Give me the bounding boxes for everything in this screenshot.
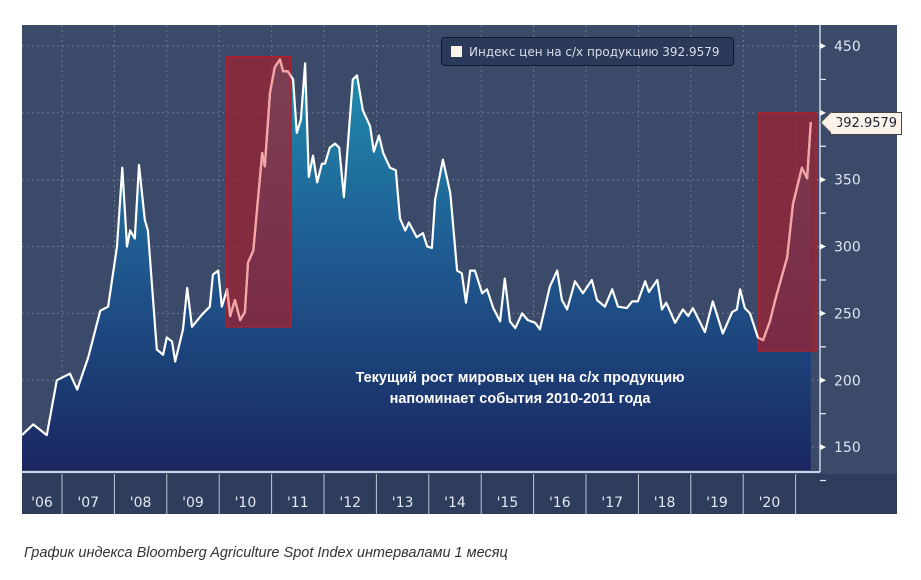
x-tick-label: '18	[654, 495, 676, 511]
legend: Индекс цен на с/х продукцию 392.9579	[441, 37, 734, 66]
x-tick-label: '06	[31, 495, 53, 511]
x-tick-label: '19	[706, 495, 728, 511]
x-tick-label: '15	[497, 495, 519, 511]
legend-swatch-icon	[451, 46, 462, 57]
legend-label: Индекс цен на с/х продукцию 392.9579	[469, 44, 720, 59]
x-tick-label: '12	[339, 495, 361, 511]
y-tick-label: 450	[834, 39, 861, 55]
chart-caption: График индекса Bloomberg Agriculture Spo…	[24, 545, 508, 561]
x-tick-label: '20	[759, 495, 781, 511]
area-fill	[22, 59, 811, 470]
x-tick-label: '11	[287, 495, 309, 511]
x-tick-label: '08	[130, 495, 152, 511]
y-tick-arrow-icon	[820, 444, 826, 451]
y-tick-arrow-icon	[820, 109, 826, 116]
chart-annotation: Текущий рост мировых цен на с/х продукци…	[300, 368, 740, 410]
y-tick-arrow-icon	[820, 310, 826, 317]
annotation-line-1: Текущий рост мировых цен на с/х продукци…	[355, 370, 685, 386]
x-tick-label: '07	[77, 495, 99, 511]
annotation-line-2: напоминает события 2010-2011 года	[389, 391, 651, 407]
y-tick-arrow-icon	[820, 43, 826, 49]
x-tick-label: '09	[182, 495, 204, 511]
x-tick-label: '13	[392, 495, 414, 511]
y-tick-arrow-icon	[820, 176, 826, 183]
y-tick-label: 250	[834, 306, 861, 322]
y-tick-arrow-icon	[820, 377, 826, 384]
x-tick-label: '10	[235, 495, 257, 511]
y-tick-arrow-icon	[820, 243, 826, 250]
y-tick-label: 350	[834, 173, 861, 189]
last-value-tag: 392.9579	[830, 112, 903, 135]
series-line	[21, 58, 812, 437]
x-tick-label: '16	[549, 495, 571, 511]
y-tick-label: 200	[834, 373, 861, 389]
x-tick-label: '14	[444, 495, 466, 511]
highlight-box-2	[757, 112, 817, 352]
x-axis-band	[22, 474, 897, 514]
x-tick-label: '17	[601, 495, 623, 511]
y-tick-label: 150	[834, 440, 861, 456]
y-tick-label: 300	[834, 240, 861, 256]
